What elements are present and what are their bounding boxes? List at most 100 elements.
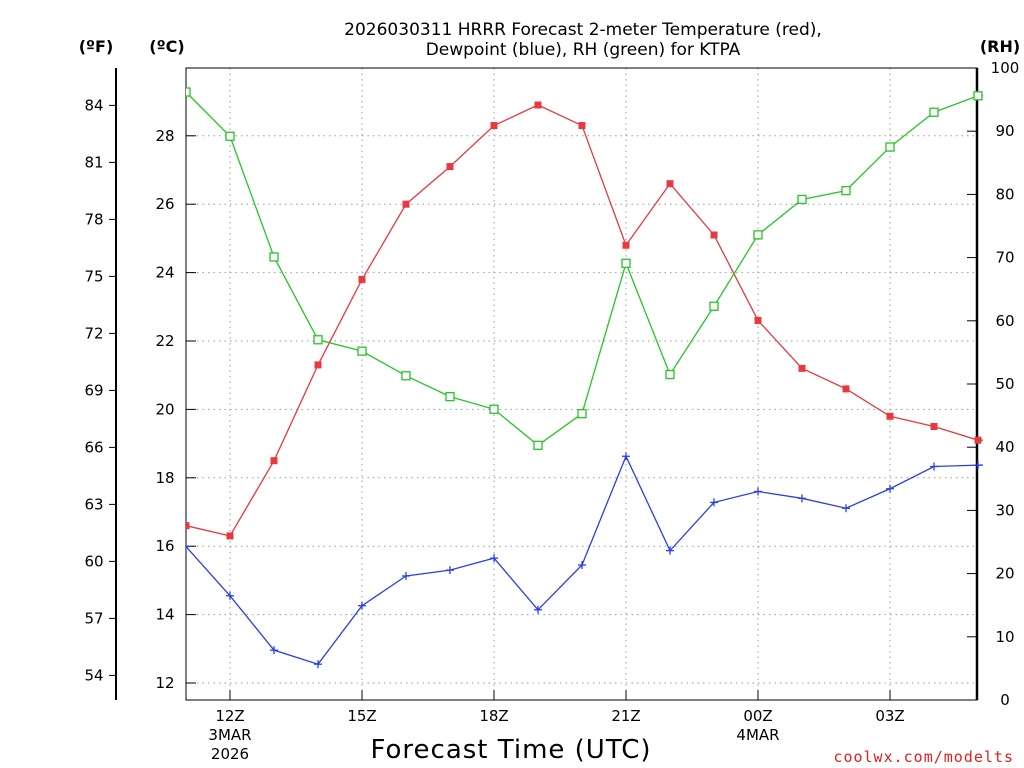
temperature-point (930, 423, 938, 430)
temperature-point (842, 385, 850, 393)
temperature-point (358, 275, 366, 283)
rh-point (313, 335, 323, 345)
x-axis-label: Forecast Time (UTC) (370, 735, 651, 765)
data-series (186, 87, 1024, 669)
dewpoint-point (358, 601, 366, 610)
celsius-tick-label: 22 (155, 332, 174, 350)
celsius-tick-label: 12 (155, 674, 174, 692)
dewpoint-point (314, 660, 322, 669)
dewpoint-point (798, 494, 806, 503)
temperature-point (226, 532, 234, 540)
dewpoint-point (490, 554, 498, 563)
celsius-tick-label: 14 (155, 606, 174, 624)
temperature-point (754, 316, 762, 324)
temperature-point (314, 361, 322, 369)
temperature-point (974, 436, 982, 444)
dewpoint-point (930, 462, 938, 471)
celsius-tick-label: 16 (155, 537, 174, 555)
rh-tick-label: 90 (995, 122, 1014, 140)
fahrenheit-tick-label: 60 (84, 552, 103, 570)
fahrenheit-tick-label: 72 (84, 324, 103, 342)
rh-point (665, 369, 675, 380)
dewpoint-point (578, 561, 586, 570)
temperature-point (666, 180, 674, 188)
temperature-point (446, 163, 454, 171)
rh-point (753, 230, 763, 240)
rh-point (489, 404, 499, 414)
rh-point (709, 301, 719, 311)
rh-tick-label: 100 (991, 59, 1020, 77)
celsius-tick-label: 18 (155, 469, 174, 487)
fahrenheit-tick-label: 63 (84, 495, 103, 513)
rh-tick-label: 70 (995, 249, 1014, 267)
dewpoint-point (974, 461, 982, 470)
tick-labels: 12 14 16 18 20 22 24 26 28 54 57 60 63 66 69 72 75 78 81 84… (84, 59, 1019, 763)
rh-point (225, 131, 235, 141)
rh-tick-label: 80 (995, 185, 1014, 203)
plot-frame (185, 67, 978, 701)
fahrenheit-tick-label: 75 (84, 267, 103, 285)
dewpoint-point (270, 646, 278, 655)
x-tick-label: 03Z (875, 707, 904, 725)
temperature-point (710, 231, 718, 239)
temperature-point (1019, 437, 1024, 444)
rh-tick-label: 50 (995, 375, 1014, 393)
x-tick-date: 3MAR (208, 726, 251, 744)
rh-tick-label: 0 (1000, 691, 1010, 709)
chart-title-line-2: Dewpoint (blue), RH (green) for KTPA (426, 40, 741, 60)
fahrenheit-tick-label: 84 (84, 96, 103, 114)
x-tick-label: 21Z (611, 707, 640, 725)
celsius-axis-head: (ºC) (149, 37, 184, 56)
x-tick-date: 4MAR (736, 726, 779, 744)
rh-line (186, 91, 983, 447)
rh-point (973, 91, 983, 101)
temperature-point (578, 122, 586, 130)
dewpoint-point (842, 504, 850, 513)
dewpoint-point (402, 571, 410, 580)
temperature-point (490, 122, 498, 130)
fahrenheit-tick-label: 54 (84, 666, 103, 684)
celsius-tick-label: 28 (155, 127, 174, 145)
rh-axis-head: (RH) (980, 37, 1020, 56)
rh-point (929, 107, 939, 117)
temperature-point (534, 101, 542, 109)
rh-point (186, 87, 191, 97)
x-tick-year: 2026 (211, 745, 249, 763)
rh-point (445, 391, 455, 402)
dewpoint-point (1018, 460, 1024, 468)
dewpoint-point (186, 542, 190, 551)
celsius-tick-label: 24 (155, 264, 174, 282)
fahrenheit-tick-label: 57 (84, 609, 103, 627)
x-tick-label: 15Z (347, 707, 376, 725)
dewpoint-point (666, 546, 674, 555)
rh-tick-label: 40 (995, 438, 1014, 456)
dewpoint-point (446, 566, 454, 575)
rh-point (797, 194, 807, 205)
rh-tick-label: 30 (995, 501, 1014, 519)
temperature-point (798, 364, 806, 372)
temperature-point (270, 457, 278, 465)
dewpoint-point (886, 484, 894, 493)
gridlines (186, 68, 977, 700)
axes (109, 67, 979, 701)
dewpoint-point (226, 591, 234, 600)
rh-point (401, 371, 411, 381)
fahrenheit-tick-label: 69 (84, 381, 103, 399)
celsius-tick-label: 20 (155, 400, 174, 418)
x-tick-label: 12Z (215, 707, 244, 725)
rh-point (885, 142, 895, 152)
rh-tick-label: 60 (995, 312, 1014, 330)
dewpoint-point (754, 487, 762, 496)
rh-point (577, 409, 587, 419)
credit-text: coolwx.com/modelts (833, 748, 1014, 766)
rh-point (621, 258, 631, 268)
rh-tick-label: 10 (995, 628, 1014, 646)
temperature-point (402, 200, 410, 208)
x-tick-label: 18Z (479, 707, 508, 725)
temperature-point (886, 412, 894, 420)
x-tick-label: 00Z (743, 707, 772, 725)
fahrenheit-axis-head: (ºF) (79, 37, 114, 56)
rh-point (357, 346, 367, 356)
rh-point (533, 440, 543, 450)
